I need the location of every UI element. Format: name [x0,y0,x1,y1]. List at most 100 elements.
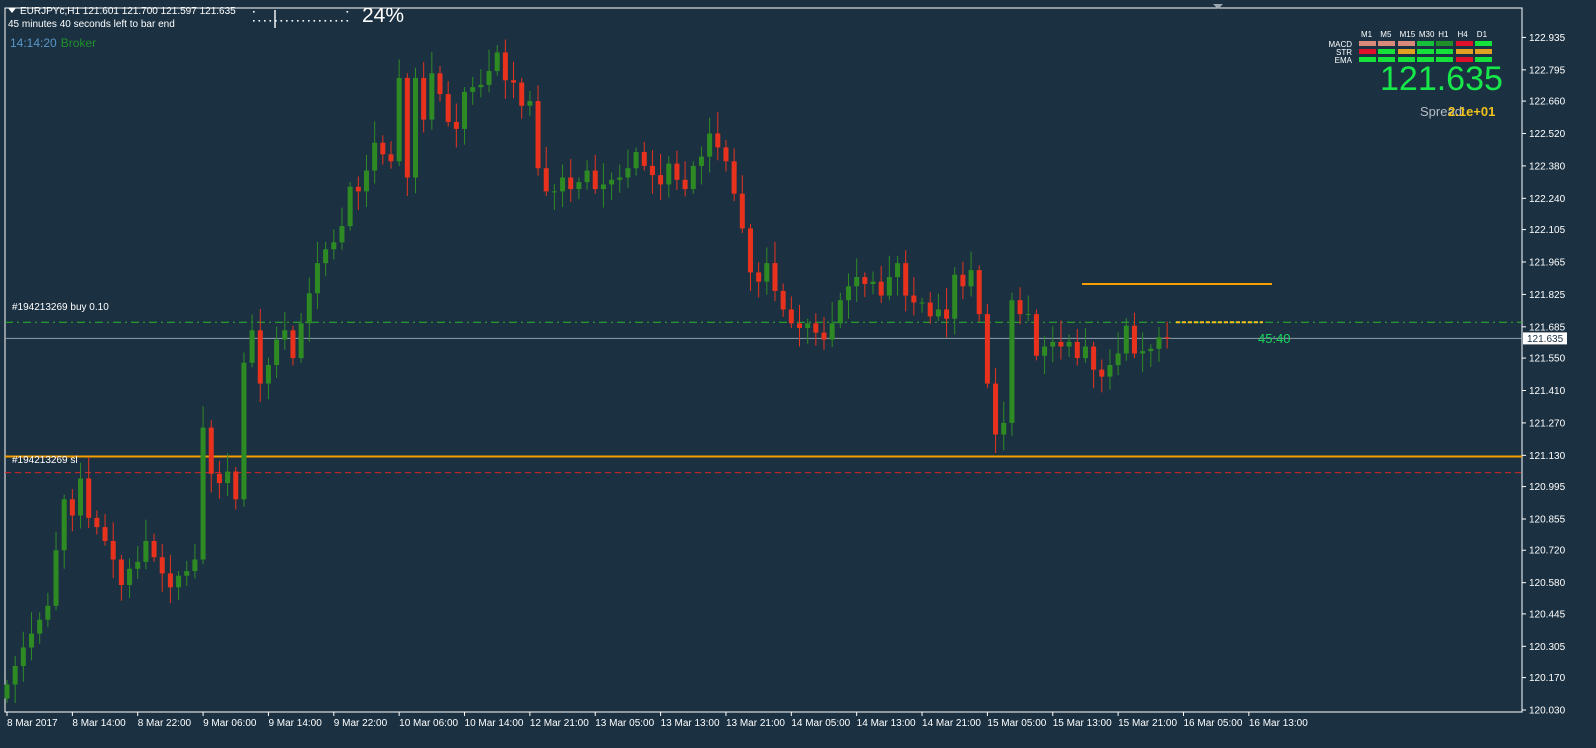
candle[interactable] [53,531,59,611]
candle[interactable] [61,494,67,569]
candle[interactable] [592,154,598,194]
candle[interactable] [118,554,124,601]
candle[interactable] [159,544,165,592]
candle[interactable] [698,146,704,185]
candle[interactable] [731,148,737,202]
candle[interactable] [12,655,18,704]
candle[interactable] [413,67,418,194]
chart-shift-marker-icon[interactable] [1213,4,1223,9]
candle[interactable] [1058,320,1064,360]
candle[interactable] [609,172,615,201]
candle[interactable] [184,560,190,586]
candle[interactable] [535,85,541,176]
candle[interactable] [86,457,92,529]
candle[interactable] [494,45,500,76]
candle[interactable] [78,462,84,529]
candle[interactable] [404,73,410,197]
candle[interactable] [903,250,909,312]
candle[interactable] [355,176,361,210]
candle[interactable] [20,631,26,682]
candle[interactable] [862,272,868,297]
candle[interactable] [707,117,713,173]
candle[interactable] [666,156,672,198]
candle[interactable] [380,135,386,165]
candle[interactable] [747,223,753,291]
candle[interactable] [470,77,476,105]
candle[interactable] [429,52,435,130]
candle[interactable] [895,255,901,296]
candle[interactable] [878,265,884,303]
candle[interactable] [143,519,149,570]
candle[interactable] [1025,295,1031,322]
candle[interactable] [339,207,345,250]
candle[interactable] [486,49,492,93]
candle[interactable] [37,612,43,644]
candle[interactable] [94,510,100,535]
candle[interactable] [1009,292,1015,436]
candle[interactable] [796,304,802,347]
candle[interactable] [927,292,933,324]
candle[interactable] [576,177,582,200]
candle[interactable] [935,293,941,322]
candle[interactable] [584,160,590,190]
candle[interactable] [363,154,369,208]
candle[interactable] [135,546,141,579]
candle[interactable] [846,273,852,319]
candle[interactable] [543,146,549,197]
candle[interactable] [437,65,443,102]
candle[interactable] [453,103,459,148]
dropdown-triangle-icon[interactable] [8,8,16,13]
candle[interactable] [45,592,51,628]
candle[interactable] [560,164,566,208]
candle[interactable] [1107,349,1113,390]
candle[interactable] [1066,334,1072,357]
candle[interactable] [625,149,631,188]
candle[interactable] [102,514,108,546]
candle[interactable] [265,357,271,400]
candle[interactable] [960,261,966,300]
candle[interactable] [821,316,827,350]
candle[interactable] [870,271,876,295]
candle[interactable] [649,150,655,194]
candle[interactable] [944,288,950,338]
candle[interactable] [984,303,990,389]
candle[interactable] [764,247,770,295]
candle[interactable] [813,313,819,346]
candle[interactable] [445,81,451,127]
candle[interactable] [192,543,198,579]
candle[interactable] [1001,401,1007,451]
candle[interactable] [886,255,892,301]
candle[interactable] [633,147,639,176]
candle[interactable] [462,87,468,145]
candle[interactable] [658,153,664,201]
candle[interactable] [200,406,206,565]
candle[interactable] [167,554,173,604]
candle[interactable] [1099,359,1105,393]
candle[interactable] [151,533,157,562]
candle[interactable] [347,182,353,231]
candle[interactable] [641,141,647,171]
candle[interactable] [502,39,508,99]
candle[interactable] [478,69,484,98]
candle[interactable] [756,262,762,298]
candle[interactable] [976,265,982,322]
candle[interactable] [723,139,729,172]
candle[interactable] [1156,327,1162,362]
candle[interactable] [176,571,182,601]
candle[interactable] [568,158,574,203]
candle[interactable] [1091,341,1097,389]
symbol-info-line[interactable]: EURJPYc,H1 121.601 121.700 121.597 121.6… [8,6,236,17]
candle[interactable] [919,297,925,313]
candle[interactable] [249,314,255,368]
candle[interactable] [314,241,320,309]
candle[interactable] [225,453,231,497]
candle[interactable] [110,522,116,579]
candle[interactable] [1050,326,1056,363]
candle[interactable] [1082,327,1088,363]
candle[interactable] [854,258,860,303]
candle[interactable] [837,292,843,328]
candle[interactable] [1123,318,1129,361]
candle[interactable] [1115,332,1121,376]
candle[interactable] [519,77,525,119]
